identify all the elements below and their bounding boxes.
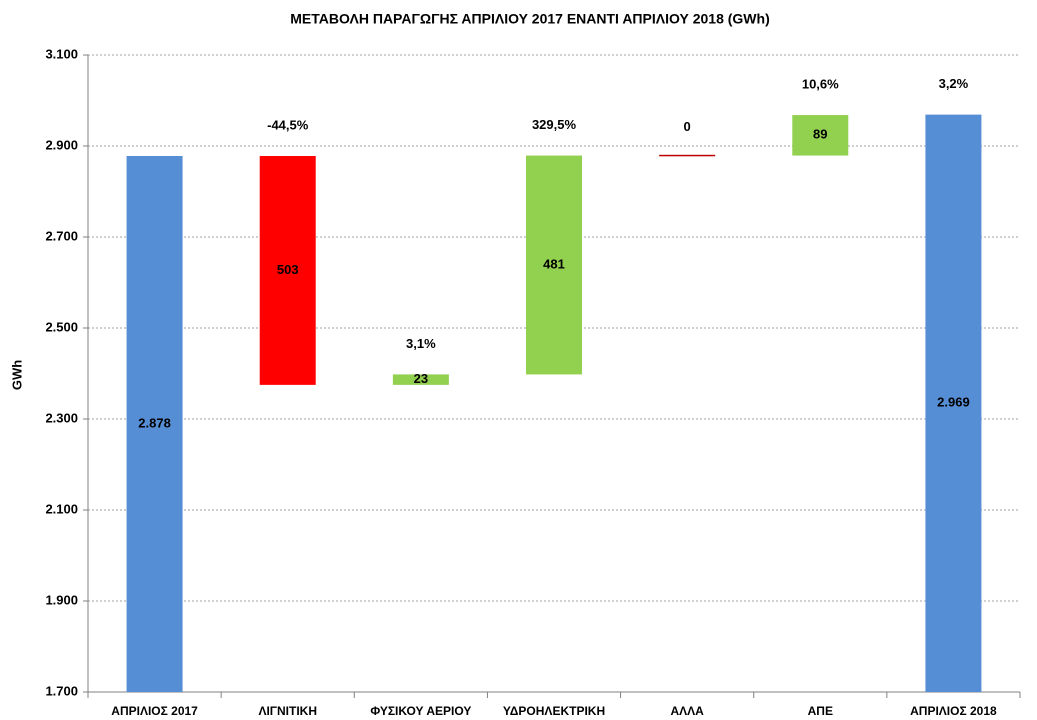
bar	[392, 374, 449, 385]
data-label: 481	[543, 256, 565, 271]
data-label: 2.969	[937, 395, 970, 410]
data-label: 89	[813, 127, 827, 142]
bar	[126, 156, 183, 692]
change-label: 10,6%	[802, 76, 839, 91]
data-label: 0	[684, 119, 691, 134]
x-tick-label: ΦΥΣΙΚΟΥ ΑΕΡΙΟΥ	[370, 704, 471, 718]
data-label: 23	[414, 371, 428, 386]
y-tick-label: 2.900	[45, 137, 78, 152]
x-tick-label: ΑΠΕ	[808, 704, 833, 718]
y-tick-label: 1.900	[45, 592, 78, 607]
x-tick-label: ΑΠΡΙΛΙΟΣ 2018	[910, 704, 997, 718]
change-label: 3,1%	[406, 336, 436, 351]
chart-title: ΜΕΤΑΒΟΛΗ ΠΑΡΑΓΩΓΗΣ ΑΠΡΙΛΙΟΥ 2017 ΕΝΑΝΤΙ …	[290, 11, 770, 27]
x-tick-label: ΑΛΛΑ	[670, 704, 704, 718]
bar	[925, 114, 982, 693]
change-label: 329,5%	[532, 117, 577, 132]
y-tick-label: 2.500	[45, 319, 78, 334]
y-axis-label: GWh	[9, 360, 24, 390]
y-tick-label: 3.100	[45, 46, 78, 61]
x-tick-label: ΥΔΡΟΗΛΕΚΤΡΙΚΗ	[503, 704, 605, 718]
change-label: 3,2%	[939, 76, 969, 91]
y-tick-label: 2.700	[45, 228, 78, 243]
x-tick-label: ΑΠΡΙΛΙΟΣ 2017	[111, 704, 198, 718]
y-tick-label: 1.700	[45, 683, 78, 698]
bar	[659, 154, 716, 157]
change-label: -44,5%	[267, 117, 309, 132]
bar	[259, 156, 316, 385]
y-tick-label: 2.100	[45, 501, 78, 516]
bar	[792, 115, 849, 156]
bar	[526, 155, 582, 375]
x-tick-label: ΛΙΓΝΙΤΙΚΗ	[258, 704, 317, 718]
data-label: 2.878	[138, 415, 171, 430]
data-label: 503	[277, 262, 299, 277]
y-tick-label: 2.300	[45, 410, 78, 425]
